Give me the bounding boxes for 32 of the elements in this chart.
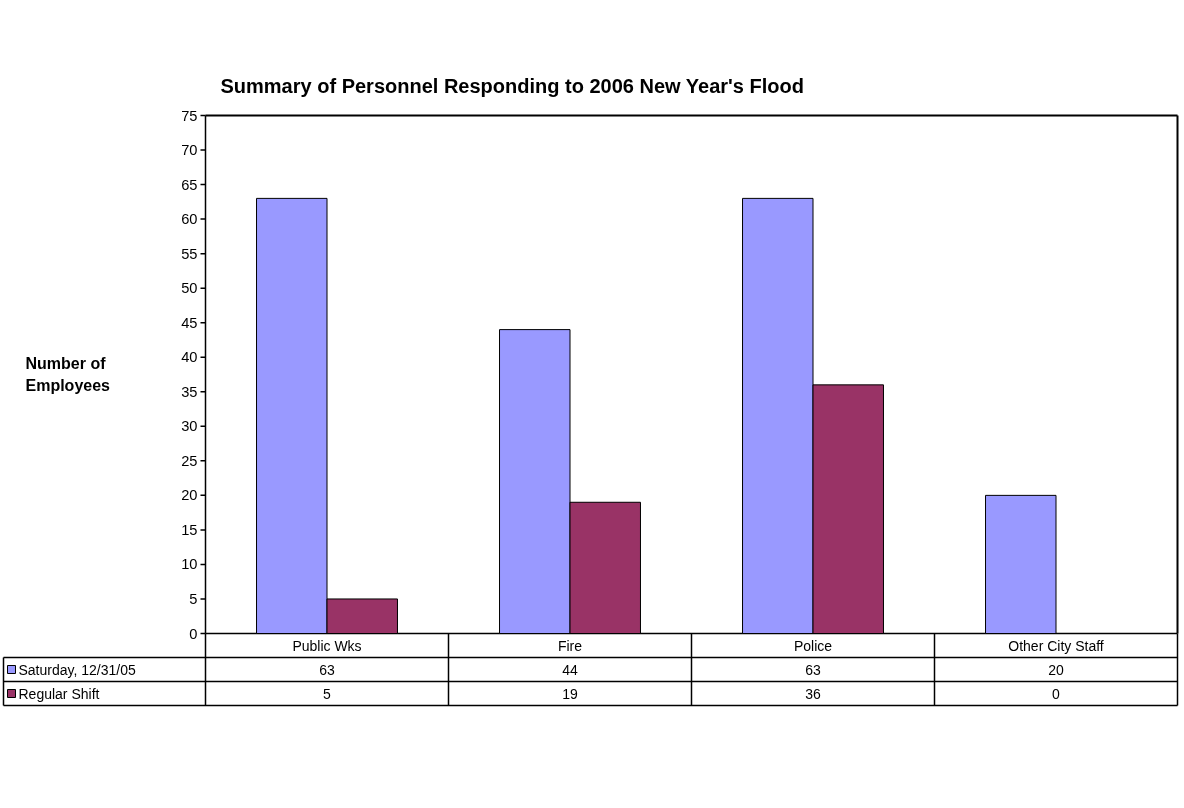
x-tick-label: Fire: [557, 637, 583, 654]
data-label: 63: [805, 661, 821, 678]
x-tick-label: Public Wks: [292, 637, 362, 654]
data-label: 44: [562, 661, 578, 678]
y-axis-title: Number of Employees: [25, 354, 111, 395]
y-tick-label: 55: [181, 245, 198, 262]
y-tick-label: 10: [181, 556, 198, 573]
legend-label: Saturday, 12/31/05: [18, 661, 136, 678]
y-tick-label: 20: [181, 487, 198, 504]
x-tick-label: Police: [793, 637, 833, 654]
data-label: 63: [319, 661, 335, 678]
data-label: 20: [1048, 661, 1064, 678]
y-tick-label: 5: [189, 590, 198, 607]
y-tick-label: 25: [181, 452, 198, 469]
y-tick-label: 35: [181, 383, 198, 400]
y-tick-label: 70: [181, 142, 198, 159]
x-tick-label: Other City Staff: [1008, 637, 1104, 654]
data-label: 0: [1052, 685, 1061, 702]
y-tick-label: 30: [181, 418, 198, 435]
y-tick-label: 75: [181, 107, 198, 124]
data-label: 36: [805, 685, 821, 702]
y-tick-label: 0: [189, 625, 198, 642]
chart-title: Summary of Personnel Responding to 2006 New Year's Flood: [220, 74, 804, 97]
data-label: 5: [323, 685, 332, 702]
y-tick-label: 60: [181, 211, 198, 228]
data-label: 19: [562, 685, 578, 702]
legend-label: Regular Shift: [18, 685, 100, 702]
y-tick-label: 40: [181, 349, 198, 366]
y-tick-label: 65: [181, 176, 198, 193]
y-tick-label: 15: [181, 521, 198, 538]
y-tick-label: 45: [181, 314, 198, 331]
y-tick-label: 50: [181, 280, 198, 297]
